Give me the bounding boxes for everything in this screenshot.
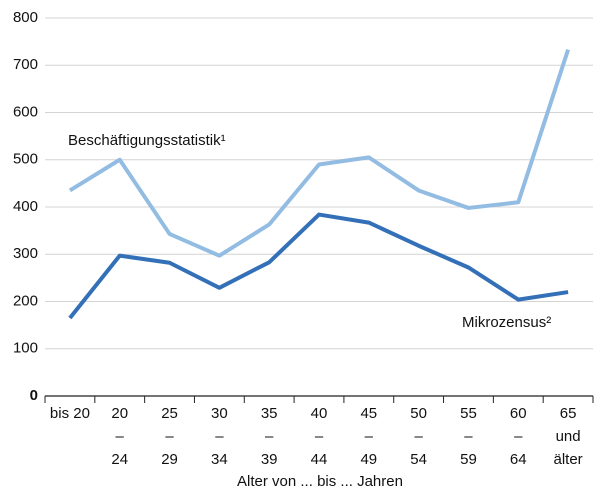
x-tick-label-line: 55: [460, 405, 477, 422]
x-axis-label: Alter von ... bis ... Jahren: [237, 473, 403, 490]
x-tick-label-line: 20: [111, 405, 128, 422]
x-tick-label-line: bis 20: [50, 405, 90, 422]
x-tick-label-line: –: [315, 428, 324, 445]
x-tick-label: 65 und älter: [553, 405, 582, 468]
y-tick-label: 100: [13, 340, 38, 357]
x-tick-label-line: 45: [360, 405, 377, 422]
series-line: [68, 212, 569, 320]
y-tick-label: 400: [13, 198, 38, 215]
x-tick-label-line: 24: [111, 451, 128, 468]
x-tick-label-line: 40: [311, 405, 328, 422]
y-tick-label: 800: [13, 9, 38, 26]
y-tick-label: 500: [13, 151, 38, 168]
y-tick-label: 200: [13, 292, 38, 309]
x-tick-label-line: 50: [410, 405, 427, 422]
x-tick-label-line: 64: [510, 451, 527, 468]
x-tick-label-line: 54: [410, 451, 427, 468]
x-tick-label-line: –: [414, 428, 423, 445]
x-tick-label-line: –: [116, 428, 125, 445]
x-tick-label: 50 – 54: [410, 405, 427, 468]
x-tick-label-line: älter: [553, 451, 582, 468]
y-tick-label: 600: [13, 103, 38, 120]
x-tick-label: 45 – 49: [360, 405, 377, 468]
x-tick-label: 55 – 59: [460, 405, 477, 468]
x-tick-label-line: –: [265, 428, 274, 445]
series-label: Mikrozensus²: [462, 314, 551, 331]
x-tick-label-line: –: [514, 428, 523, 445]
x-tick-label-line: 49: [360, 451, 377, 468]
y-tick-label: 700: [13, 56, 38, 73]
x-tick-label-line: 65: [560, 405, 577, 422]
x-tick-label-line: 59: [460, 451, 477, 468]
x-tick-label-line: 29: [161, 451, 178, 468]
x-tick-label: 40 – 44: [311, 405, 328, 468]
x-tick-label-line: und: [556, 428, 581, 445]
y-tick-label: 300: [13, 245, 38, 262]
x-tick-label: 25 – 29: [161, 405, 178, 468]
series-label: Beschäftigungsstatistik¹: [68, 132, 226, 149]
x-tick-label-line: 44: [311, 451, 328, 468]
x-tick-label: 30 – 34: [211, 405, 228, 468]
x-tick-label: bis 20: [50, 405, 90, 422]
x-tick-label-line: 60: [510, 405, 527, 422]
x-tick-label-line: 25: [161, 405, 178, 422]
x-tick-label-line: –: [165, 428, 174, 445]
y-tick-label: 0: [30, 387, 38, 404]
x-tick-label-line: –: [365, 428, 374, 445]
x-tick-label-line: 30: [211, 405, 228, 422]
x-tick-label: 35 – 39: [261, 405, 278, 468]
x-tick-label-line: –: [215, 428, 224, 445]
x-tick-label-line: 34: [211, 451, 228, 468]
x-tick-label-line: –: [464, 428, 473, 445]
x-tick-label: 60 – 64: [510, 405, 527, 468]
series-line: [68, 49, 570, 258]
x-tick-label-line: 39: [261, 451, 278, 468]
x-tick-label: 20 – 24: [111, 405, 128, 468]
x-tick-label-line: 35: [261, 405, 278, 422]
